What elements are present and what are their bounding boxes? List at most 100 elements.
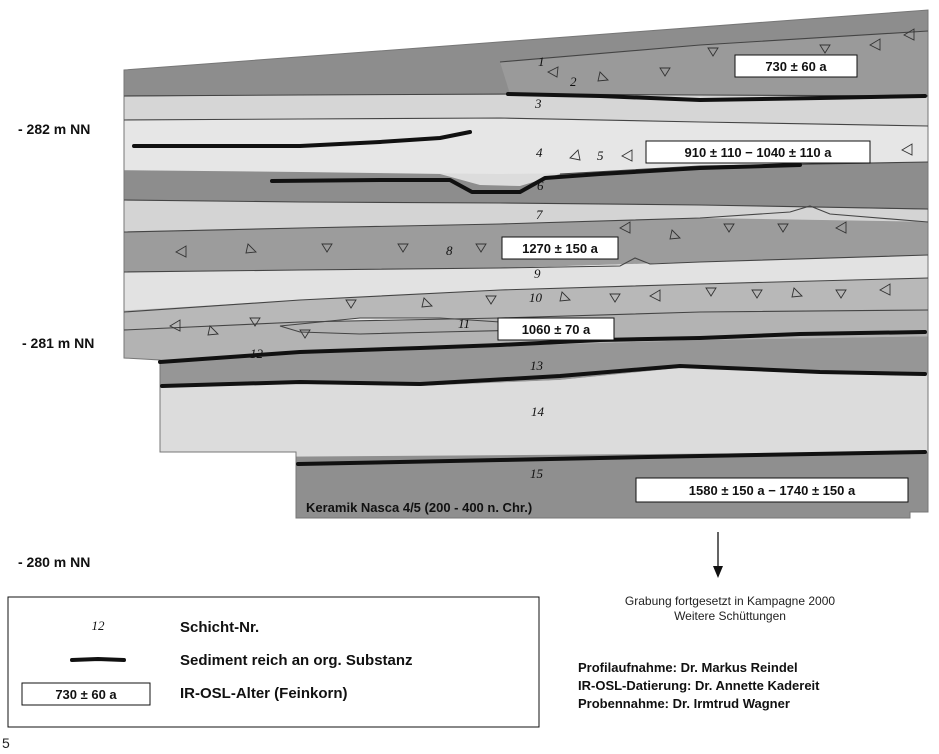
continuation-note: Weitere Schüttungen (674, 609, 786, 623)
organic-band-5 (160, 364, 927, 388)
organic-band-6 (296, 450, 927, 466)
organic-band-1 (506, 92, 927, 102)
gravel-symbol (597, 71, 609, 82)
gravel-symbols (169, 28, 915, 339)
legend-age-label: IR-OSL-Alter (Feinkorn) (180, 685, 348, 702)
gravel-symbol (835, 221, 847, 234)
gravel-symbol (901, 143, 913, 156)
layer-number: 2 (570, 74, 577, 89)
ceramic-label: Keramik Nasca 4/5 (200 - 400 n. Chr.) (306, 500, 532, 515)
age-boxes: 730 ± 60 a 910 ± 110 − 1040 ± 110 a 1270… (497, 54, 909, 503)
age-label: 910 ± 110 − 1040 ± 110 a (685, 145, 833, 160)
layer-number: 12 (250, 346, 264, 361)
organic-band-3 (270, 163, 802, 194)
gravel-symbol (485, 295, 497, 305)
gravel-symbol (791, 287, 803, 298)
gravel-symbol (299, 329, 311, 339)
gravel-symbol (819, 44, 831, 54)
boundary-5 (123, 205, 929, 233)
age-box (734, 54, 858, 78)
legend-sediment-label: Sediment reich an org. Substanz (180, 652, 413, 669)
age-label: 730 ± 60 a (765, 59, 827, 74)
gravel-symbol (903, 28, 915, 41)
figure-number: 5 (2, 735, 10, 751)
gravel-symbol (321, 243, 333, 253)
organic-band-4 (158, 330, 927, 364)
age-label: 1580 ± 150 a − 1740 ± 150 a (689, 483, 856, 498)
gravel-symbol (569, 149, 581, 161)
layer-number: 5 (597, 148, 604, 163)
gravel-symbol (669, 229, 681, 240)
layer-10 (124, 278, 928, 330)
layer-6 (124, 162, 928, 210)
layer-number: 3 (534, 96, 542, 111)
layer-number: 4 (536, 145, 543, 160)
gravel-symbol (619, 221, 631, 234)
continuation-note: Grabung fortgesetzt in Kampagne 2000 (625, 594, 835, 608)
legend-age-symbol: 730 ± 60 a (55, 687, 117, 702)
gravel-symbol (559, 291, 571, 302)
profile-outline (123, 9, 929, 519)
legend-sediment-symbol (70, 657, 126, 662)
layer-number: 10 (529, 290, 543, 305)
layer-2 (500, 30, 928, 96)
gravel-symbol (777, 223, 789, 233)
layer-14 (124, 368, 928, 460)
age-box (501, 236, 619, 260)
elevation-label: - 280 m NN (18, 554, 90, 570)
layer-9 (124, 255, 928, 312)
gravel-symbol (659, 67, 671, 77)
elevation-label: - 282 m NN (18, 121, 90, 137)
age-label: 1270 ± 150 a (522, 241, 599, 256)
layer-number: 9 (534, 266, 541, 281)
credit-line: Probennahme: Dr. Irmtrud Wagner (578, 696, 790, 711)
down-arrow-icon (713, 532, 723, 578)
gravel-symbol (249, 317, 261, 327)
organic-bands (132, 92, 927, 466)
layer-number: 11 (458, 316, 470, 331)
layer-7 (124, 200, 928, 232)
gravel-symbol (723, 223, 735, 233)
elevation-label: - 281 m NN (22, 335, 94, 351)
gravel-symbol (397, 243, 409, 253)
credit-line: IR-OSL-Datierung: Dr. Annette Kadereit (578, 678, 820, 693)
gravel-symbol (207, 325, 219, 336)
gravel-symbol (879, 283, 891, 296)
age-box (635, 477, 909, 503)
boundary-3 (123, 117, 929, 127)
gravel-symbol (175, 245, 187, 258)
age-box (497, 317, 615, 341)
legend-layer-label: Schicht-Nr. (180, 619, 259, 636)
gravel-symbol (547, 66, 559, 78)
legend: 12 Schicht-Nr. Sediment reich an org. Su… (7, 596, 540, 728)
gravel-symbol (707, 47, 719, 57)
layer-number: 6 (537, 178, 544, 193)
layer-number: 8 (446, 243, 453, 258)
age-label: 1060 ± 70 a (522, 322, 591, 337)
layer-number: 15 (530, 466, 544, 481)
layer-number: 1 (538, 54, 545, 69)
gravel-symbol (609, 293, 621, 303)
layer-number: 13 (530, 358, 544, 373)
gravel-symbol (751, 289, 763, 299)
layer-3 (124, 94, 928, 126)
gravel-symbol (345, 299, 357, 309)
gravel-symbol (475, 243, 487, 253)
gravel-symbol (245, 243, 257, 254)
layer-number: 14 (531, 404, 545, 419)
gravel-symbol (169, 319, 181, 332)
organic-band-2 (132, 130, 472, 148)
layer-numbers: 1 2 3 4 5 6 7 8 9 10 11 12 13 14 15 (250, 54, 604, 481)
gravel-symbol (705, 287, 717, 297)
gravel-symbol (869, 38, 881, 51)
layer-number: 7 (536, 207, 543, 222)
gravel-symbol (621, 149, 633, 162)
layer-15 (124, 452, 928, 518)
boundary-6 (123, 254, 929, 273)
layer-13 (124, 336, 928, 386)
boundary-2 (499, 30, 929, 63)
boundary-4 (123, 199, 929, 210)
legend-age-box (21, 682, 151, 706)
